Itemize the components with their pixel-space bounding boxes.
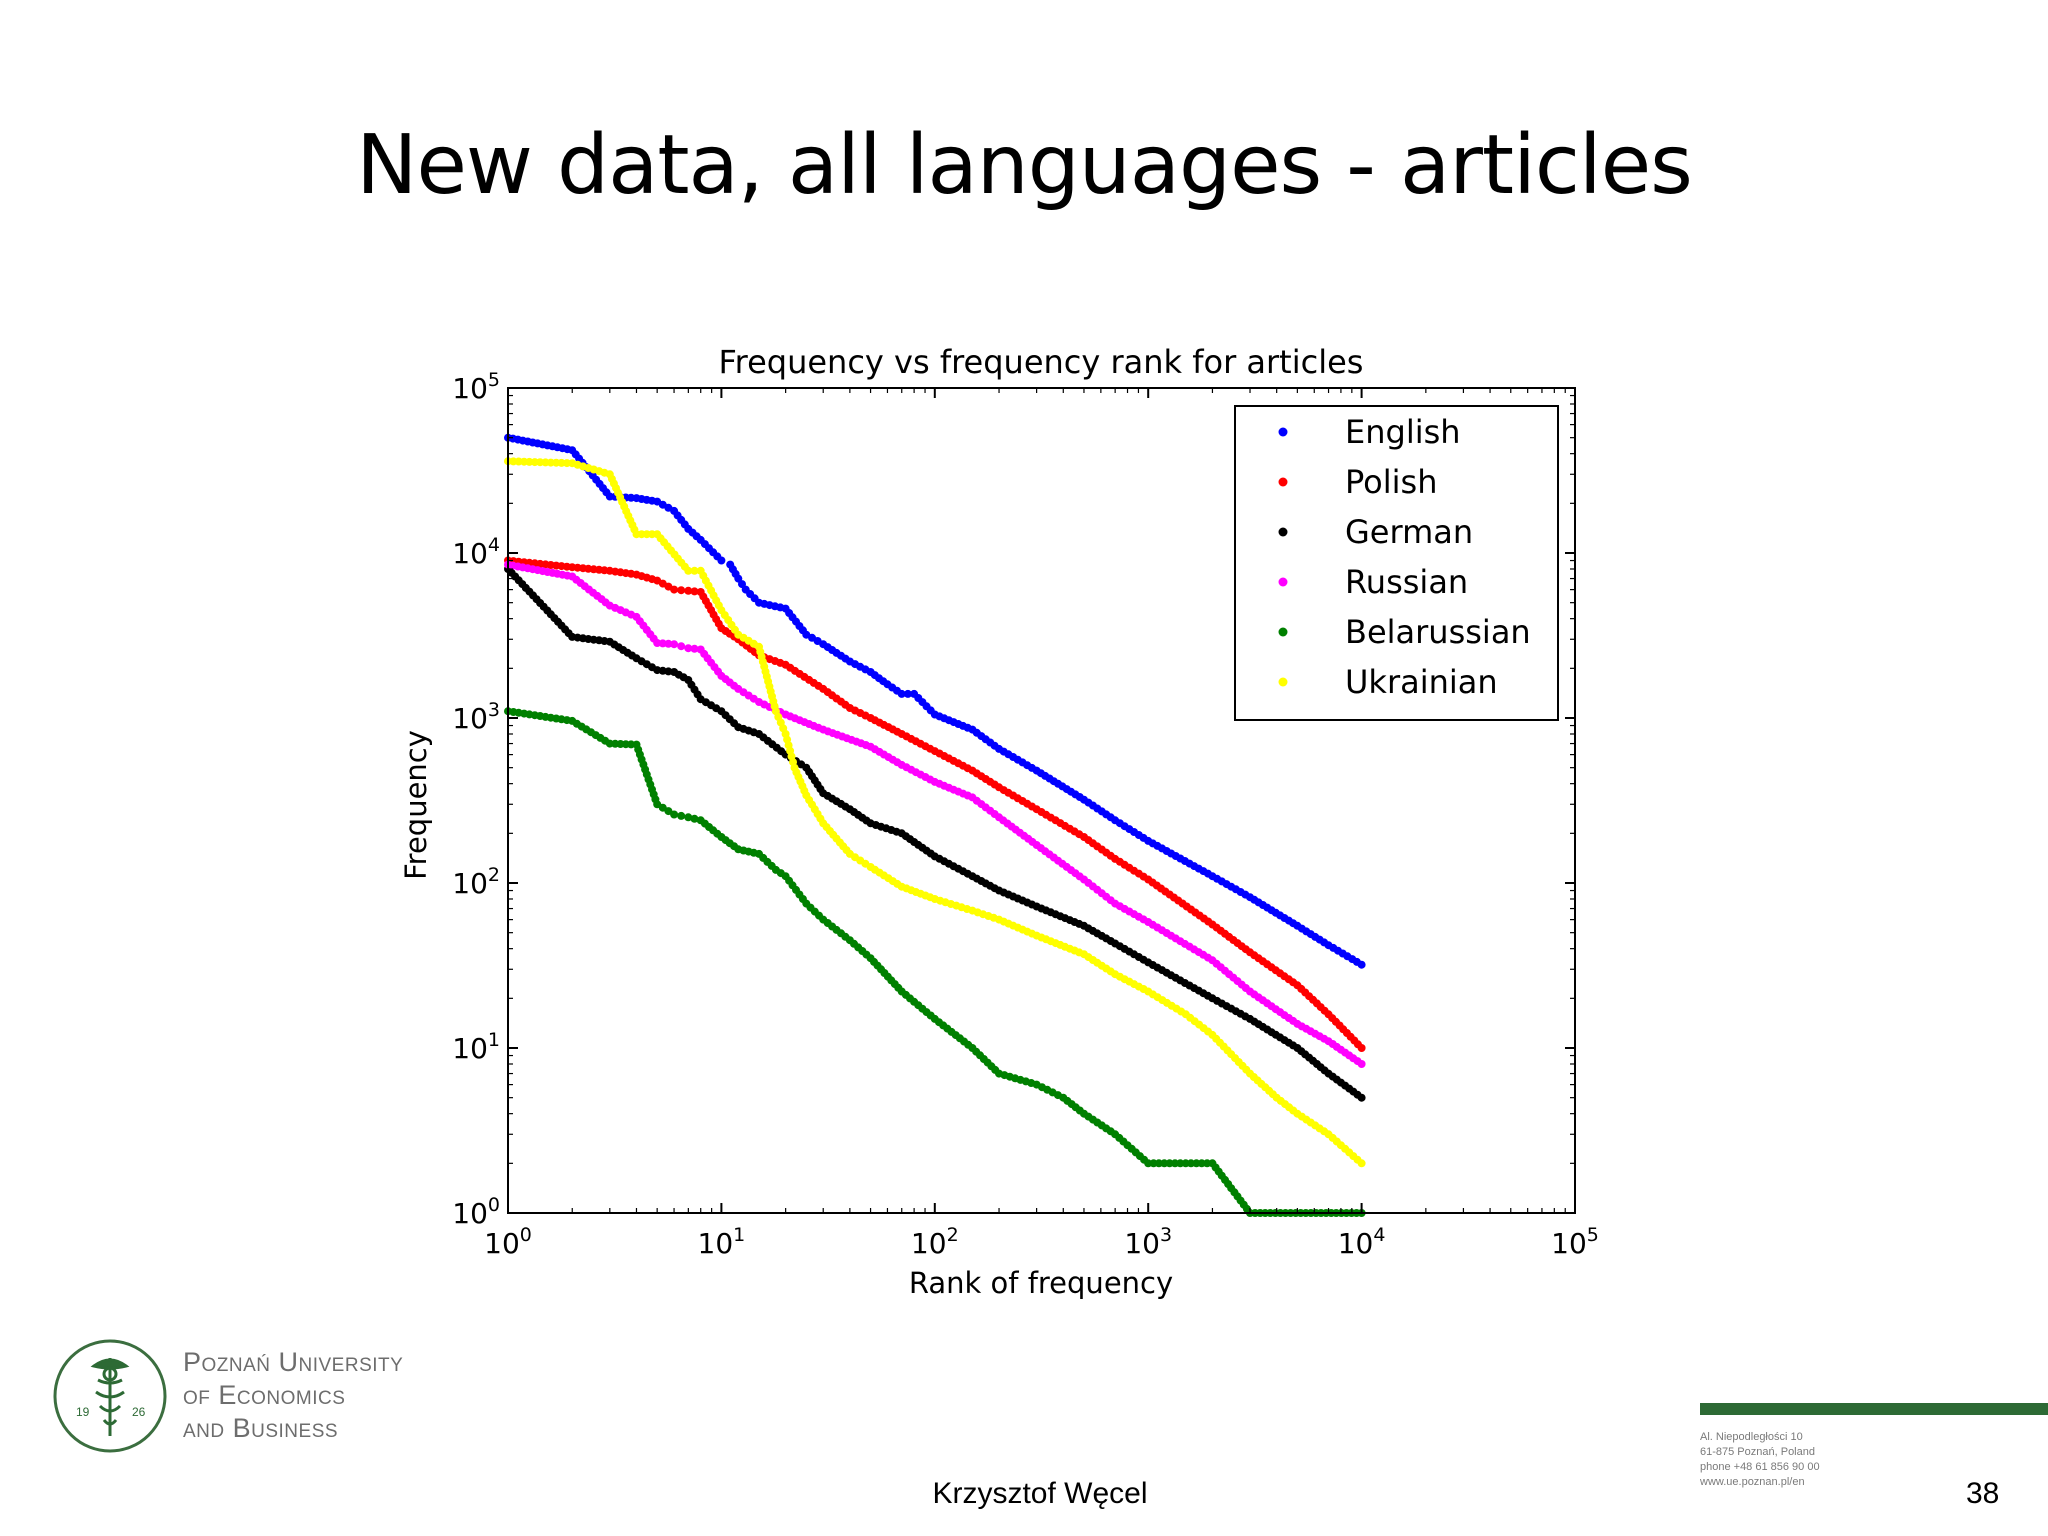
series-russian	[504, 560, 1366, 1068]
data-point	[664, 639, 673, 648]
university-logo: 19 26	[53, 1339, 167, 1453]
legend-marker	[1278, 427, 1288, 437]
data-point	[677, 586, 686, 595]
x-tick-label: 100	[484, 1224, 532, 1260]
legend-label: Ukrainian	[1345, 663, 1498, 701]
university-name-line: and Business	[183, 1413, 339, 1443]
address-line: www.ue.poznan.pl/en	[1700, 1476, 1805, 1488]
logo-year-right: 26	[132, 1405, 146, 1419]
x-tick-label: 102	[911, 1224, 959, 1260]
y-tick-label: 102	[452, 864, 500, 900]
data-point	[677, 811, 686, 820]
legend-label: Belarussian	[1345, 613, 1531, 651]
data-point	[690, 566, 699, 575]
y-tick-label: 100	[452, 1194, 500, 1230]
y-axis-label: Frequency	[399, 730, 433, 880]
ticks-layer: 100 101 102 103 104 105 100 101 102 103 104 105	[452, 369, 1599, 1260]
legend-marker	[1278, 577, 1288, 587]
data-point	[670, 585, 679, 594]
series-belarussian	[504, 707, 1366, 1217]
legend: English Polish German Russian Belarussian Ukr…	[1234, 405, 1559, 721]
logo-year-left: 19	[76, 1405, 90, 1419]
logo-circle	[53, 1339, 167, 1453]
legend-label: Polish	[1345, 463, 1437, 501]
university-name-line: of Economics	[183, 1380, 346, 1410]
legend-marker	[1278, 527, 1288, 537]
data-point	[903, 689, 912, 698]
slide-title: New data, all languages - articles	[356, 118, 1693, 213]
page-number: 38	[1966, 1477, 2000, 1510]
legend-label: Russian	[1345, 563, 1468, 601]
legend-label: English	[1345, 413, 1461, 451]
plot-area-frame	[507, 387, 1576, 1214]
university-name: Poznań University of Economics and Busin…	[183, 1346, 403, 1445]
legend-marker	[1278, 677, 1288, 687]
caduceus-icon	[90, 1358, 130, 1436]
series-layer	[504, 433, 1366, 1217]
data-point	[690, 814, 699, 823]
series-english	[504, 433, 1366, 969]
data-point	[677, 642, 686, 651]
address-line: 61-875 Poznań, Poland	[1700, 1446, 1815, 1458]
chart-title: Frequency vs frequency rank for articles	[719, 343, 1364, 381]
series-polish	[504, 556, 1366, 1052]
x-tick-label: 103	[1124, 1224, 1172, 1260]
data-point	[684, 566, 693, 575]
legend-marker	[1278, 477, 1288, 487]
x-tick-label: 101	[698, 1224, 746, 1260]
address-line: phone +48 61 856 90 00	[1700, 1461, 1820, 1473]
data-point	[1357, 960, 1366, 969]
data-point	[670, 640, 679, 649]
series-ukrainian	[504, 457, 1366, 1168]
y-tick-label: 101	[452, 1029, 500, 1065]
footer-address: Al. Niepodległości 10 61-875 Poznań, Pol…	[1700, 1430, 1820, 1490]
university-name-line: Poznań University	[183, 1347, 404, 1377]
data-point	[717, 556, 726, 565]
legend-box	[1234, 405, 1559, 721]
legend-label: German	[1345, 513, 1473, 551]
data-point	[1357, 1093, 1366, 1102]
data-point	[684, 644, 693, 653]
y-tick-label: 104	[452, 534, 500, 570]
data-point	[897, 689, 906, 698]
x-tick-label: 104	[1338, 1224, 1386, 1260]
footer-accent-bar	[1700, 1403, 2048, 1415]
data-point	[670, 810, 679, 819]
data-point	[690, 644, 699, 653]
address-line: Al. Niepodległości 10	[1700, 1431, 1803, 1443]
data-point	[690, 587, 699, 596]
y-tick-label: 103	[452, 699, 500, 735]
data-point	[1357, 1060, 1366, 1068]
y-tick-label: 105	[452, 369, 500, 405]
data-point	[684, 586, 693, 595]
data-point	[1357, 1044, 1366, 1052]
x-tick-label: 105	[1551, 1224, 1599, 1260]
legend-marker	[1278, 627, 1288, 637]
data-point	[684, 813, 693, 822]
x-axis-label: Rank of frequency	[909, 1266, 1173, 1300]
data-point	[1357, 1159, 1366, 1168]
footer-author: Krzysztof Węcel	[932, 1477, 1148, 1510]
